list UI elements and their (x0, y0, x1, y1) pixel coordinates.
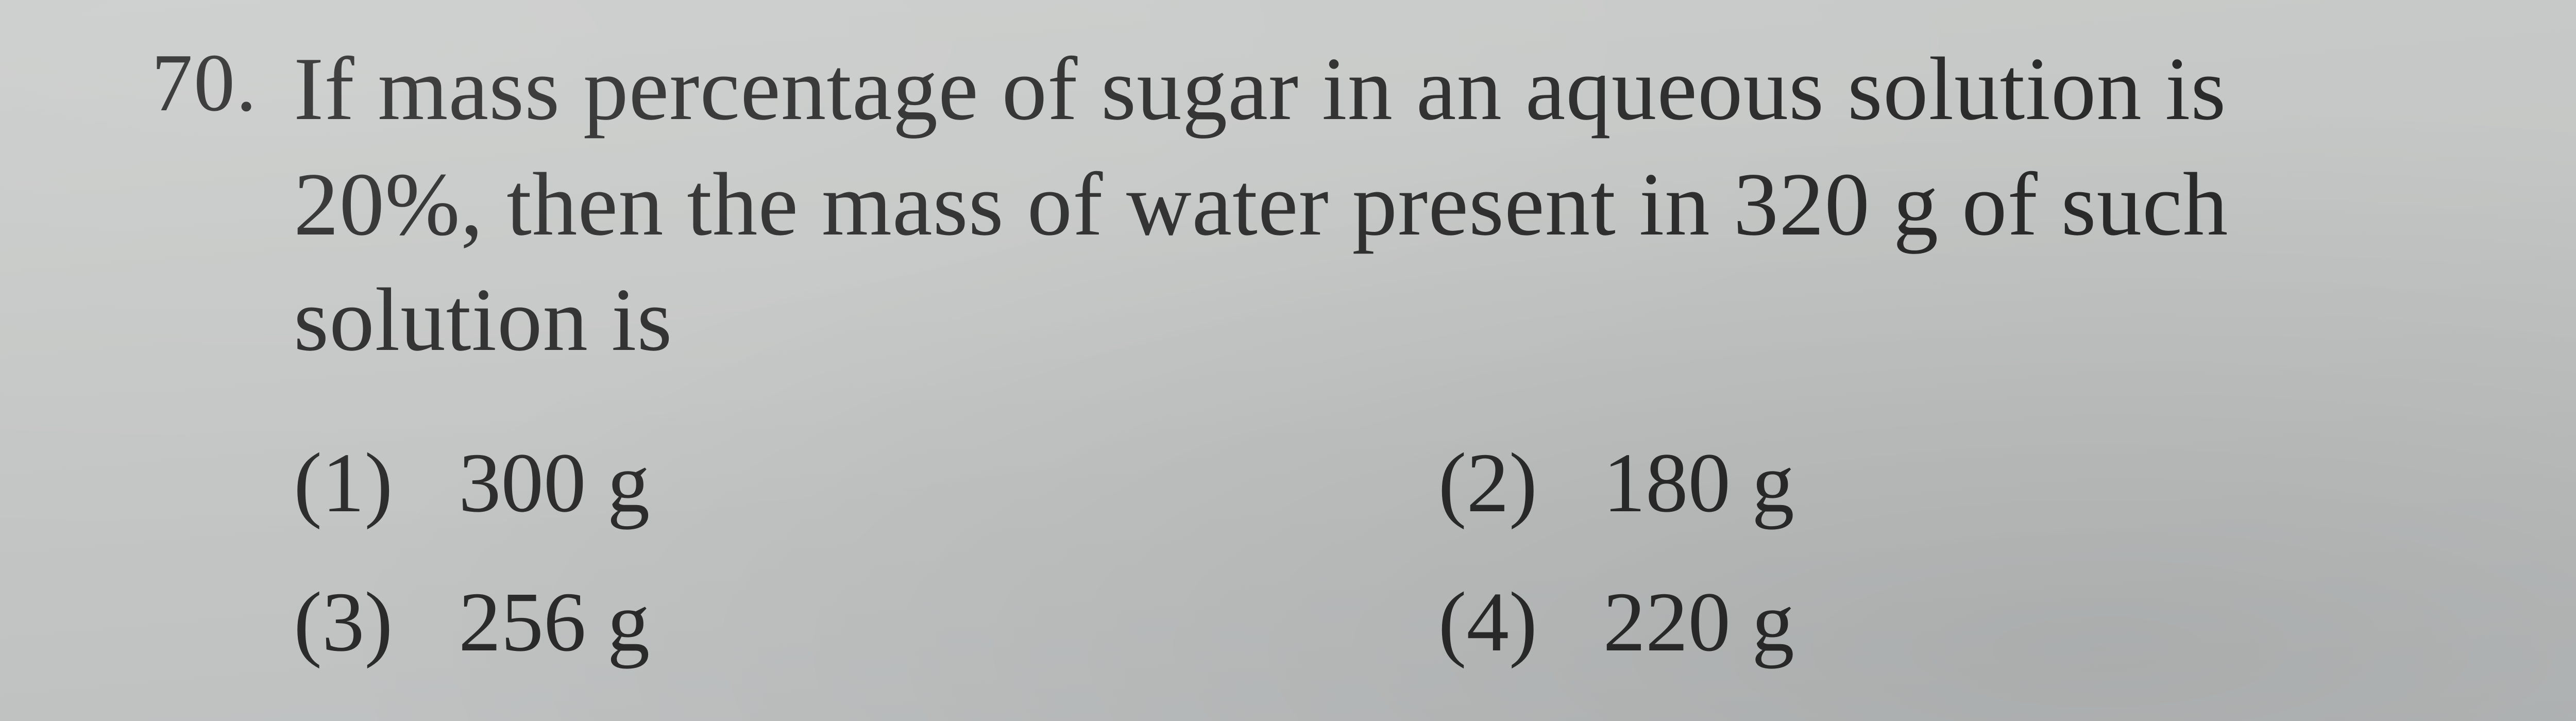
stem-line-3: solution is (294, 270, 672, 370)
option-1: (1) 300 g (294, 434, 1377, 532)
stem-line-1: If mass percentage of sugar in an aqueou… (294, 39, 2226, 139)
option-2-text: 180 g (1603, 434, 1794, 532)
option-1-text: 300 g (459, 434, 650, 532)
option-1-label: (1) (294, 434, 428, 532)
question-stem: If mass percentage of sugar in an aqueou… (294, 31, 2521, 377)
option-3-label: (3) (294, 573, 428, 671)
option-2-label: (2) (1438, 434, 1572, 532)
question-body: If mass percentage of sugar in an aqueou… (294, 31, 2521, 671)
stem-line-2: 20%, then the mass of water present in 3… (294, 154, 2228, 254)
option-4-text: 220 g (1603, 573, 1794, 671)
question-block: 70. If mass percentage of sugar in an aq… (113, 31, 2521, 671)
option-2: (2) 180 g (1438, 434, 2521, 532)
option-3-text: 256 g (459, 573, 650, 671)
exam-question-page: 70. If mass percentage of sugar in an aq… (0, 0, 2576, 721)
option-3: (3) 256 g (294, 573, 1377, 671)
question-number: 70. (113, 31, 258, 134)
option-4-label: (4) (1438, 573, 1572, 671)
option-4: (4) 220 g (1438, 573, 2521, 671)
options-grid: (1) 300 g (2) 180 g (3) 256 g (4) 220 g (294, 434, 2521, 671)
